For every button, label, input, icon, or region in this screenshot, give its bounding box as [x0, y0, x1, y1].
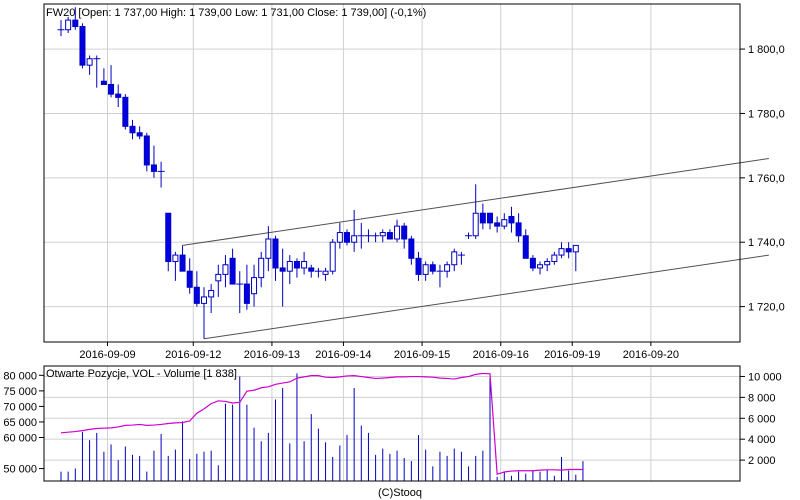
trendline: [203, 254, 769, 340]
candle-body: [229, 257, 236, 285]
candle-body: [165, 212, 172, 263]
price-legend: FW20 [Open: 1 737,00 High: 1 739,00 Low:…: [46, 7, 426, 19]
oi-left-tick-label: 50 000: [3, 464, 37, 476]
candle-body: [179, 254, 186, 272]
candle-body: [329, 241, 336, 272]
candle-body: [522, 235, 529, 259]
date-tick-label: 2016-09-16: [473, 349, 529, 361]
candle-body: [344, 232, 350, 243]
candle-body: [394, 225, 401, 240]
price-tick-label: 1 760,0: [748, 173, 785, 185]
candle-body: [150, 164, 157, 172]
candle-body: [308, 267, 315, 272]
candle-body: [279, 267, 286, 272]
candle-body: [286, 261, 293, 272]
price-panel: 1 720,0 1 740,0 1 760,0 1 780,0 1 800,0 2016-…: [43, 3, 785, 361]
candle-body: [108, 83, 115, 95]
candle-body: [351, 235, 358, 243]
candle-body: [186, 270, 193, 288]
candle-body: [79, 26, 86, 66]
candle-body: [386, 232, 393, 240]
candle-body: [143, 135, 150, 166]
candle-body: [487, 212, 493, 224]
date-tick-label: 2016-09-14: [315, 349, 371, 361]
volume-right-tick-label: 6 000: [748, 413, 776, 425]
price-tick-label: 1 720,0: [748, 302, 785, 314]
candle-body: [258, 257, 265, 279]
candle-body: [86, 58, 93, 66]
candle-body: [479, 212, 486, 224]
candle-body: [429, 264, 436, 272]
candle-body: [72, 19, 79, 28]
volume-plot-area: [44, 366, 740, 481]
candle-body: [472, 212, 479, 237]
candle-body: [529, 257, 536, 269]
candle-body: [558, 248, 565, 256]
price-tick-label: 1 780,0: [748, 108, 785, 120]
price-frame: [43, 3, 741, 343]
candle-body: [444, 264, 451, 272]
candle-body: [408, 238, 415, 259]
candle-body: [565, 248, 572, 253]
volume-right-tick-label: 8 000: [748, 392, 776, 404]
candle-body: [422, 264, 429, 275]
date-tick-label: 2016-09-15: [394, 349, 450, 361]
candle-body: [515, 222, 522, 237]
price-tick-label: 1 800,0: [748, 44, 785, 56]
candle-body: [537, 264, 544, 269]
candle-body: [100, 80, 107, 85]
candle-body: [336, 232, 343, 243]
candle-body: [129, 125, 136, 134]
volume-right-tick-label: 2 000: [748, 455, 776, 467]
date-tick-label: 2016-09-12: [165, 349, 221, 361]
oi-left-tick-label: 70 000: [3, 401, 37, 413]
candle-body: [65, 19, 72, 31]
candle-body: [201, 296, 207, 304]
candle-body: [301, 261, 308, 269]
volume-panel: 2 000 4 000 6 000 8 000 10 000 50 000 60 000 65…: [3, 365, 782, 482]
candle-body: [322, 270, 329, 275]
candle-body: [215, 273, 222, 282]
candle-body: [251, 277, 258, 295]
footer-credit: (C)Stooq: [378, 487, 422, 499]
volume-right-tick-label: 4 000: [748, 434, 776, 446]
candle-body: [544, 261, 551, 266]
oi-left-tick-label: 75 000: [3, 386, 37, 398]
candle-body: [115, 93, 122, 98]
open-interest-line: [60, 372, 583, 475]
candle-body: [265, 238, 272, 259]
candle-body: [243, 283, 250, 304]
date-tick-label: 2016-09-13: [244, 349, 300, 361]
price-plot-area: [44, 4, 740, 342]
candle-body: [415, 257, 422, 275]
oi-left-tick-label: 80 000: [3, 370, 37, 382]
candle-body: [193, 286, 200, 304]
candle-body: [379, 232, 386, 237]
date-tick-label: 2016-09-20: [623, 349, 679, 361]
candle-body: [494, 222, 501, 227]
volume-right-tick-label: 10 000: [748, 371, 782, 383]
price-tick-label: 1 740,0: [748, 237, 785, 249]
candle-body: [208, 289, 215, 298]
volume-legend: Otwarte Pozycje, VOL - Volume [1 838]: [46, 368, 237, 380]
candle-body: [136, 132, 143, 137]
candle-body: [501, 219, 508, 227]
volume-frame: [43, 365, 741, 482]
candle-body: [508, 215, 515, 224]
oi-left-tick-label: 65 000: [3, 417, 37, 429]
date-tick-label: 2016-09-09: [79, 349, 135, 361]
oi-left-tick-label: 60 000: [3, 432, 37, 444]
candle-body: [122, 96, 129, 127]
candle-body: [172, 254, 179, 263]
candle-body: [451, 251, 458, 266]
candle-body: [272, 238, 279, 269]
candle-body: [572, 244, 579, 253]
candle-body: [401, 225, 408, 240]
date-tick-label: 2016-09-19: [544, 349, 600, 361]
candle-body: [551, 254, 558, 263]
candle-body: [222, 264, 229, 275]
candle-body: [293, 261, 300, 269]
